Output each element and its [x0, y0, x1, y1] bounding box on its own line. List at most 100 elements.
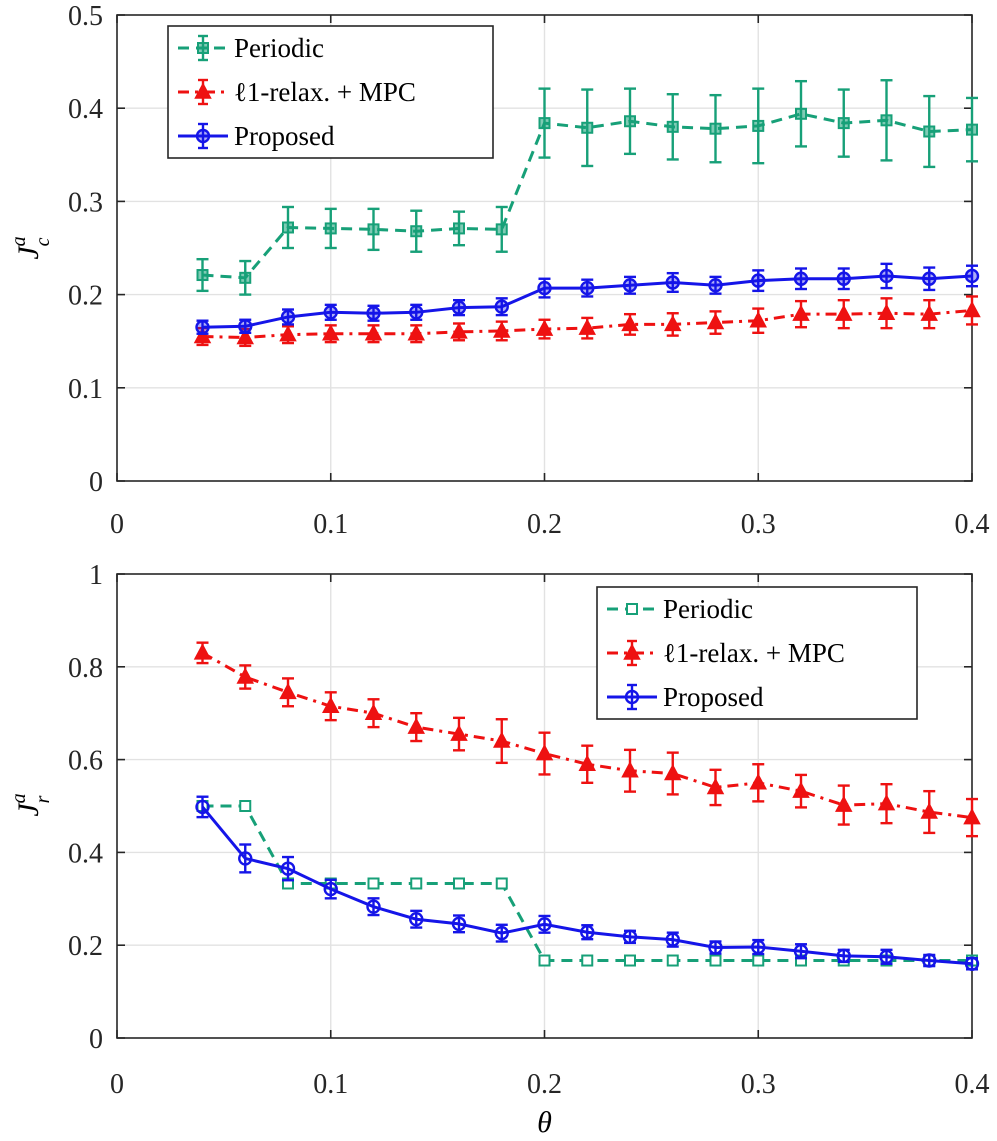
data-point-marker: [665, 932, 680, 947]
y-axis-title: Ja r: [8, 793, 54, 816]
y-tick-label: 0.3: [68, 187, 103, 218]
data-point-marker: [324, 222, 337, 235]
error-bar: [880, 262, 893, 290]
data-point-marker: [877, 794, 896, 811]
data-point-marker: [837, 117, 850, 130]
legend-item-proposed: Proposed: [178, 121, 335, 151]
data-point-marker: [621, 314, 639, 332]
data-point-marker: [450, 724, 468, 741]
data-point-marker: [366, 899, 381, 914]
y-axis-title: Ja c: [8, 236, 54, 259]
data-point-marker: [706, 312, 725, 330]
data-point-marker: [495, 223, 508, 236]
data-point-marker: [407, 717, 426, 734]
data-point-marker: [877, 303, 896, 320]
data-point-marker: [535, 743, 554, 761]
x-tick-label: 0.3: [741, 1069, 776, 1100]
legend-item-periodic: Periodic: [607, 594, 753, 624]
data-point-marker: [793, 944, 809, 959]
data-point-marker: [407, 324, 426, 341]
data-point-marker: [409, 305, 424, 320]
data-point-marker: [238, 851, 253, 866]
data-point-marker: [494, 925, 509, 941]
y-tick-label: 0: [89, 1024, 103, 1055]
series-l1mpc: [193, 641, 981, 838]
x-axis-title: θ: [537, 1106, 552, 1139]
data-point-marker: [193, 326, 212, 344]
data-point-marker: [665, 275, 680, 290]
data-point-marker: [749, 773, 768, 790]
legend-label: ℓ1-relax. + MPC: [234, 77, 416, 107]
series-proposed: [195, 262, 980, 335]
data-point-marker: [280, 861, 296, 876]
data-point-marker: [666, 954, 679, 967]
data-point-marker: [622, 929, 638, 945]
x-tick-label: 0.1: [313, 1069, 348, 1100]
error-bar: [239, 843, 252, 874]
data-point-marker: [450, 322, 468, 339]
series-periodic: [196, 800, 978, 967]
data-point-marker: [964, 268, 980, 284]
data-point-marker: [964, 956, 980, 971]
data-point-marker: [535, 319, 554, 336]
x-tick-label: 0: [110, 509, 124, 540]
data-point-marker: [279, 325, 297, 342]
error-bar: [282, 855, 294, 882]
series-proposed: [195, 795, 980, 971]
data-point-marker: [581, 954, 594, 967]
y-tick-label: 0.5: [68, 1, 103, 32]
data-point-marker: [451, 916, 467, 932]
data-point-marker: [749, 311, 768, 328]
data-point-marker: [453, 877, 465, 890]
data-point-marker: [492, 321, 511, 338]
data-point-marker: [792, 304, 810, 321]
legend: Periodic ℓ1-relax. + MPC Proposed: [596, 586, 918, 720]
data-point-marker: [451, 300, 467, 315]
data-point-marker: [922, 271, 937, 286]
x-tick-label: 0.1: [313, 509, 348, 540]
data-point-marker: [963, 300, 981, 318]
data-point-marker: [920, 304, 939, 321]
data-point-marker: [920, 802, 939, 819]
data-point-marker: [279, 682, 297, 700]
data-point-marker: [834, 795, 853, 812]
legend: Periodic ℓ1-relax. + MPC Proposed: [167, 25, 494, 159]
data-point-marker: [196, 269, 209, 282]
data-point-marker: [708, 940, 723, 955]
data-point-marker: [195, 128, 211, 144]
x-tick-label: 0.2: [527, 1069, 562, 1100]
data-point-marker: [621, 761, 639, 778]
data-point-marker: [751, 273, 766, 288]
data-point-marker: [321, 696, 340, 713]
legend-item-proposed: Proposed: [607, 682, 764, 712]
data-point-marker: [879, 949, 894, 964]
data-point-marker: [793, 271, 809, 286]
data-point-marker: [364, 703, 383, 720]
data-point-marker: [706, 777, 725, 795]
x-tick-label: 0.3: [741, 509, 776, 540]
legend-item-l1mpc: ℓ1-relax. + MPC: [607, 638, 845, 668]
data-point-marker: [236, 327, 255, 345]
data-point-marker: [238, 319, 253, 334]
data-point-marker: [323, 305, 338, 320]
data-point-marker: [236, 667, 255, 684]
data-point-marker: [537, 280, 552, 296]
data-point-marker: [195, 799, 210, 815]
error-bar: [923, 266, 936, 292]
y-tick-label: 0.4: [68, 838, 103, 869]
data-point-marker: [453, 222, 465, 235]
data-point-marker: [197, 42, 209, 54]
y-tick-label: 0.8: [68, 653, 103, 684]
data-point-marker: [194, 82, 212, 99]
y-tick-label: 0: [89, 467, 103, 498]
y-tick-label: 1: [89, 560, 103, 591]
data-point-marker: [836, 271, 851, 286]
data-point-marker: [495, 877, 508, 890]
data-point-marker: [193, 643, 212, 660]
x-tick-label: 0.2: [527, 509, 562, 540]
legend-label: Proposed: [663, 682, 764, 712]
data-point-marker: [966, 123, 978, 136]
bottom-chart-cost-jr: 0 0.1 0.2 0.3 0.4 0 0.2 0.4 0.6 0.8 1 Ja r θ Periodic ℓ…: [8, 560, 990, 1139]
data-point-marker: [752, 954, 765, 967]
legend-item-l1mpc: ℓ1-relax. + MPC: [178, 77, 416, 107]
